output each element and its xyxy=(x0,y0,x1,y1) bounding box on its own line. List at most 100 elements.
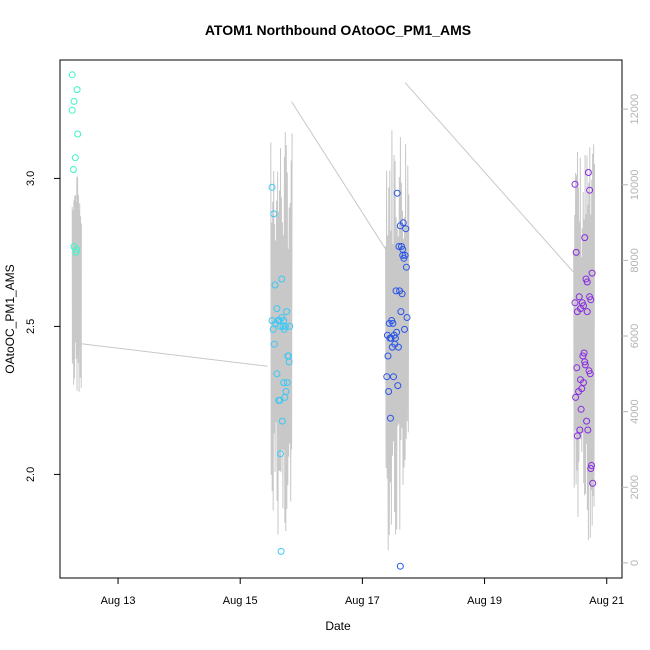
y-tick-label: 2.5 xyxy=(25,319,37,334)
data-point xyxy=(270,210,278,218)
data-point xyxy=(399,219,407,227)
data-point xyxy=(73,86,81,94)
data-point xyxy=(397,308,405,316)
data-point xyxy=(581,234,589,242)
x-axis: Aug 13 Aug 15 Aug 17 Aug 19 Aug 21 xyxy=(101,578,624,607)
data-point xyxy=(580,302,587,310)
data-point xyxy=(73,245,80,253)
data-point xyxy=(572,248,580,256)
data-point xyxy=(71,154,79,162)
data-point xyxy=(403,314,411,321)
y2-tick-label: 8000 xyxy=(629,248,641,272)
data-point xyxy=(390,373,397,381)
data-point xyxy=(588,462,595,469)
data-point xyxy=(387,334,395,342)
data-point xyxy=(573,432,581,440)
data-point xyxy=(586,293,594,301)
data-point xyxy=(584,426,592,434)
data-point xyxy=(389,319,397,327)
line-segment xyxy=(270,131,293,535)
line-connector xyxy=(80,343,268,367)
data-point xyxy=(583,278,591,286)
data-point xyxy=(270,340,278,348)
data-point xyxy=(587,465,595,472)
data-point xyxy=(394,382,402,390)
data-point xyxy=(398,290,406,298)
scatter-points xyxy=(68,71,597,570)
line-connector xyxy=(404,82,574,273)
data-point xyxy=(283,308,291,316)
data-point xyxy=(586,370,594,378)
data-point xyxy=(385,319,393,327)
data-point xyxy=(392,287,400,295)
data-point xyxy=(583,308,591,316)
data-point xyxy=(273,370,281,378)
data-point xyxy=(278,275,286,283)
data-point xyxy=(580,379,587,387)
data-point xyxy=(280,317,288,324)
y-axis-left: 2.0 2.5 3.0 xyxy=(25,171,60,482)
data-point xyxy=(580,349,588,357)
data-point xyxy=(588,269,596,277)
x-tick-label: Aug 15 xyxy=(223,595,258,607)
data-point xyxy=(276,396,284,404)
data-point xyxy=(575,293,583,301)
data-point xyxy=(401,325,408,333)
data-point xyxy=(269,325,277,333)
data-point xyxy=(576,426,584,434)
data-point xyxy=(581,361,589,369)
data-point xyxy=(283,379,291,387)
y-tick-label: 2.0 xyxy=(25,467,37,482)
data-point xyxy=(74,130,82,138)
data-point xyxy=(584,169,592,176)
data-point xyxy=(277,450,284,458)
line-segment xyxy=(71,176,82,392)
data-point xyxy=(396,562,404,570)
data-point xyxy=(391,334,399,342)
data-point xyxy=(581,358,589,366)
data-point xyxy=(399,251,407,259)
data-point xyxy=(383,373,391,381)
x-tick-label: Aug 21 xyxy=(589,595,624,607)
data-point xyxy=(285,352,292,360)
x-tick-label: Aug 17 xyxy=(345,595,380,607)
data-point xyxy=(385,388,393,395)
data-point xyxy=(273,305,281,313)
data-point xyxy=(401,251,409,259)
data-point xyxy=(268,317,276,324)
line-segment xyxy=(573,144,595,541)
data-point xyxy=(384,352,392,360)
data-point xyxy=(268,183,276,191)
data-point xyxy=(394,343,402,351)
x-tick-label: Aug 13 xyxy=(101,595,136,607)
data-point xyxy=(387,414,394,422)
data-point xyxy=(282,388,290,395)
line-series xyxy=(71,82,595,551)
data-point xyxy=(278,417,286,425)
y-axis-right: 0 2000 4000 6000 8000 10000 12000 xyxy=(622,94,641,566)
data-point xyxy=(70,97,78,105)
data-point xyxy=(571,299,579,307)
data-point xyxy=(572,393,580,401)
data-point xyxy=(402,263,410,271)
data-point xyxy=(589,479,597,487)
data-point xyxy=(571,180,579,188)
x-axis-label: Date xyxy=(325,619,351,633)
y-axis-label: OAtoOC_PM1_AMS xyxy=(3,264,17,373)
y2-tick-label: 0 xyxy=(629,560,641,566)
data-point xyxy=(68,71,76,79)
data-point xyxy=(271,281,279,289)
chart-title: ATOM1 Northbound OAtoOC_PM1_AMS xyxy=(205,22,471,38)
y2-tick-label: 6000 xyxy=(629,324,641,348)
plot-frame xyxy=(59,59,623,579)
line-connector xyxy=(291,101,387,250)
y-tick-label: 3.0 xyxy=(25,171,37,186)
data-point xyxy=(402,225,410,233)
y2-tick-label: 4000 xyxy=(629,399,641,423)
data-point xyxy=(277,547,285,555)
data-point xyxy=(286,322,294,330)
data-point xyxy=(280,379,288,387)
data-point xyxy=(586,186,594,194)
data-point xyxy=(583,417,591,425)
